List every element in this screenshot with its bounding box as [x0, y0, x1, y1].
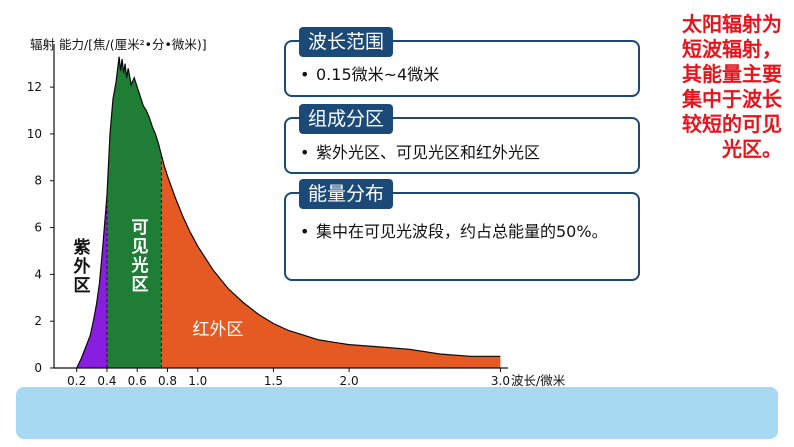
x-tick-label: 2.0	[340, 374, 359, 388]
y-tick-label: 2	[34, 314, 42, 328]
summary-note: 太阳辐射为短波辐射，其能量主要集中于波长较短的可见光区。	[682, 12, 782, 161]
bullet-marker: •	[300, 222, 310, 241]
region-fills	[76, 56, 501, 368]
y-tick-label: 8	[34, 174, 42, 188]
y-tick-label: 4	[34, 267, 42, 281]
region-label-1: 紫外区	[74, 237, 91, 296]
region-label-2: 可见光区	[131, 218, 149, 295]
energy-distribution-text: 集中在可见光波段，约占总能量的50%。	[316, 222, 608, 241]
region-fill-1	[76, 194, 107, 368]
composition-text: 紫外光区、可见光区和红外光区	[316, 143, 541, 162]
x-tick-label: 0.4	[97, 374, 116, 388]
energy-distribution-box: 能量分布 • 集中在可见光波段，约占总能量的50%。	[284, 179, 640, 281]
region-boundaries	[106, 154, 162, 368]
x-tick-label: 3.0	[491, 374, 510, 388]
region-fill-3	[161, 155, 501, 368]
wavelength-range-title: 波长范围	[299, 27, 394, 57]
x-tick-label: 1.0	[188, 374, 207, 388]
x-tick-label: 1.5	[264, 374, 283, 388]
x-tick-label: 0.8	[158, 374, 177, 388]
x-axis-label: 波长/微米	[511, 373, 566, 388]
y-tick-label: 12	[27, 80, 42, 94]
composition-title: 组成分区	[299, 104, 394, 134]
wavelength-range-box: 波长范围 • 0.15微米~4微米	[284, 27, 640, 97]
bullet-marker: •	[300, 65, 310, 84]
y-tick-label: 10	[27, 127, 42, 141]
y-tick-label: 0	[34, 361, 42, 375]
x-tick-label: 0.2	[67, 374, 86, 388]
bullet-marker: •	[300, 143, 310, 162]
composition-box: 组成分区 • 紫外光区、可见光区和红外光区	[284, 104, 640, 174]
wavelength-range-text: 0.15微米~4微米	[316, 65, 440, 84]
spectrum-curve-outline	[76, 56, 501, 369]
energy-distribution-title: 能量分布	[299, 179, 394, 209]
y-axis-label: 辐射 能力/[焦/(厘米²•分•微米)]	[30, 37, 207, 52]
region-fill-2	[107, 56, 162, 368]
y-tick-label: 6	[34, 221, 42, 235]
x-tick-labels: 0.2 0.4 0.6 0.8 1.0 1.5 2.0 3.0	[67, 368, 510, 388]
bottom-decorative-band	[16, 387, 778, 439]
x-tick-label: 0.6	[128, 374, 147, 388]
region-label-3: 红外区	[193, 320, 244, 340]
y-tick-labels: 0 2 4 6 8 10 12	[27, 80, 54, 375]
